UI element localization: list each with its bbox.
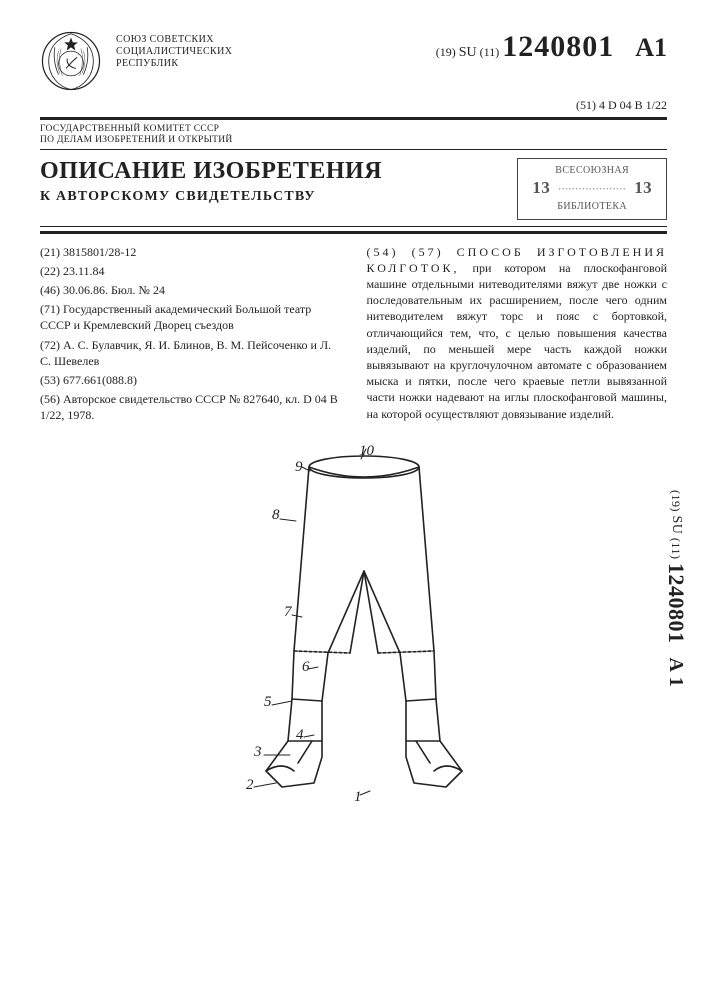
publication-number: (19) SU (11) 1240801 A1 [436,30,667,64]
figure-ref-label: 10 [359,443,375,459]
field-72: (72) А. С. Булавчик, Я. И. Блинов, В. М.… [40,337,341,369]
field-22: (22) 23.11.84 [40,263,341,279]
union-name: СОЮЗ СОВЕТСКИХ СОЦИАЛИСТИЧЕСКИХ РЕСПУБЛИ… [116,30,232,70]
figure-ref-label: 3 [253,744,262,760]
header-row: СОЮЗ СОВЕТСКИХ СОЦИАЛИСТИЧЕСКИХ РЕСПУБЛИ… [40,30,667,92]
title-block: ОПИСАНИЕ ИЗОБРЕТЕНИЯ К АВТОРСКОМУ СВИДЕТ… [40,158,382,205]
stamp-bottom: БИБЛИОТЕКА [532,200,652,214]
title-sub: К АВТОРСКОМУ СВИДЕТЕЛЬСТВУ [40,189,382,205]
divider-thin [40,226,667,227]
abstract-column: (54) (57) СПОСОБ ИЗГОТОВЛЕНИЯ КОЛГОТОК, … [367,244,668,427]
side-kind: A 1 [665,657,687,687]
figure-ref-label: 6 [302,659,310,675]
union-line: РЕСПУБЛИК [116,58,232,70]
figure-ref-label: 7 [284,604,293,620]
field-56: (56) Авторское свидетельство СССР № 8276… [40,391,341,423]
figure-ref-label: 4 [296,727,304,743]
tights-drawing-icon: 10 9 8 7 6 5 4 3 2 1 [194,441,514,811]
union-line: СОЦИАЛИСТИЧЕСКИХ [116,46,232,58]
ussr-emblem-icon [40,30,102,92]
ipc-classification: (51) 4 D 04 B 1/22 [40,98,667,113]
field-11: (11) [480,45,500,59]
divider-heavy [40,117,667,120]
field-19: (19) [436,45,456,59]
stamp-top: ВСЕСОЮЗНАЯ [532,164,652,178]
title-main: ОПИСАНИЕ ИЗОБРЕТЕНИЯ [40,158,382,185]
kind-code: A1 [635,33,667,62]
field-53: (53) 677.661(088.8) [40,372,341,388]
patent-page: СОЮЗ СОВЕТСКИХ СОЦИАЛИСТИЧЕСКИХ РЕСПУБЛИ… [0,0,707,1000]
biblio-column: (21) 3815801/28-12 (22) 23.11.84 (46) 30… [40,244,341,427]
side-publication-label: (19) SU (11) 1240801 A 1 [663,490,689,687]
library-stamp: ВСЕСОЮЗНАЯ 13 ···················· 13 БИ… [517,158,667,220]
figure-ref-label: 5 [264,694,272,710]
committee-line: ПО ДЕЛАМ ИЗОБРЕТЕНИЙ И ОТКРЫТИЙ [40,135,667,146]
committee-line: ГОСУДАРСТВЕННЫЙ КОМИТЕТ СССР [40,124,667,135]
field-46: (46) 30.06.86. Бюл. № 24 [40,282,341,298]
committee-name: ГОСУДАРСТВЕННЫЙ КОМИТЕТ СССР ПО ДЕЛАМ ИЗ… [40,124,667,147]
side-number: 1240801 [664,563,689,644]
country-code: SU [459,45,477,60]
field-71: (71) Государственный академический Больш… [40,301,341,333]
union-line: СОЮЗ СОВЕТСКИХ [116,34,232,46]
stamp-mid: ···················· [558,183,626,195]
side-country: SU [669,516,684,535]
abstract-body: при котором на плоскофанговой машине отд… [367,261,668,421]
figure-ref-label: 1 [354,789,362,805]
figure-ref-label: 9 [295,459,303,475]
ipc-code: D 04 B 1/22 [608,98,667,112]
side-19: (19) [669,490,683,512]
divider-heavy [40,231,667,234]
divider-thin [40,149,667,150]
content-columns: (21) 3815801/28-12 (22) 23.11.84 (46) 30… [40,244,667,427]
side-11: (11) [669,538,683,560]
field-21: (21) 3815801/28-12 [40,244,341,260]
figure-ref-label: 2 [246,777,254,793]
ipc-prefix: (51) 4 [576,98,605,112]
stamp-num-left: 13 [532,177,550,200]
title-row: ОПИСАНИЕ ИЗОБРЕТЕНИЯ К АВТОРСКОМУ СВИДЕТ… [40,158,667,220]
figure-ref-label: 8 [272,507,280,523]
figure: 10 9 8 7 6 5 4 3 2 1 [40,441,667,816]
doc-number: 1240801 [502,30,614,63]
stamp-num-right: 13 [634,177,652,200]
